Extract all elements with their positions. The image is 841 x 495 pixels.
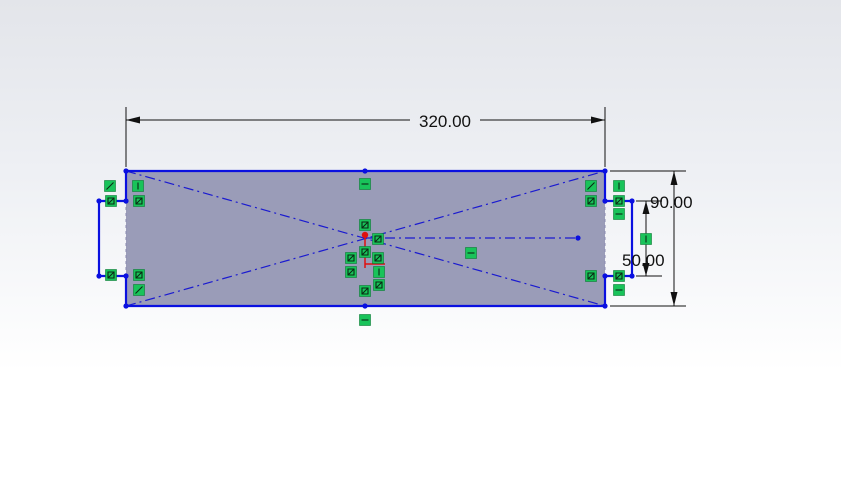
sketch-points[interactable] bbox=[96, 168, 635, 309]
horizontal-relation-icon[interactable] bbox=[613, 284, 625, 296]
relation-badges[interactable] bbox=[104, 178, 652, 326]
vertical-relation-icon[interactable] bbox=[613, 180, 625, 192]
coincident-relation-icon[interactable] bbox=[105, 195, 117, 207]
coincident-relation-icon[interactable] bbox=[585, 270, 597, 282]
coincident-relation-icon[interactable] bbox=[133, 269, 145, 281]
coincident-relation-icon[interactable] bbox=[345, 266, 357, 278]
parallel-relation-icon[interactable] bbox=[585, 180, 597, 192]
dimension-overall-length[interactable]: 320.00 bbox=[125, 107, 606, 167]
horizontal-relation-icon[interactable] bbox=[359, 314, 371, 326]
dimension-value-50[interactable]: 50.00 bbox=[622, 251, 665, 270]
horizontal-relation-icon[interactable] bbox=[613, 208, 625, 220]
horizontal-relation-icon[interactable] bbox=[465, 247, 477, 259]
dimension-value-320[interactable]: 320.00 bbox=[419, 112, 471, 131]
coincident-relation-icon[interactable] bbox=[345, 252, 357, 264]
coincident-relation-icon[interactable] bbox=[373, 279, 385, 291]
coincident-relation-icon[interactable] bbox=[105, 269, 117, 281]
coincident-relation-icon[interactable] bbox=[613, 195, 625, 207]
coincident-relation-icon[interactable] bbox=[359, 246, 371, 258]
coincident-relation-icon[interactable] bbox=[372, 252, 384, 264]
coincident-relation-icon[interactable] bbox=[372, 233, 384, 245]
coincident-relation-icon[interactable] bbox=[359, 219, 371, 231]
vertical-relation-icon[interactable] bbox=[640, 233, 652, 245]
dimension-value-90[interactable]: 90.00 bbox=[650, 193, 693, 212]
coincident-relation-icon[interactable] bbox=[613, 270, 625, 282]
coincident-relation-icon[interactable] bbox=[585, 195, 597, 207]
parallel-relation-icon[interactable] bbox=[133, 284, 145, 296]
horizontal-relation-icon[interactable] bbox=[359, 178, 371, 190]
vertical-relation-icon[interactable] bbox=[373, 266, 385, 278]
coincident-relation-icon[interactable] bbox=[359, 285, 371, 297]
dimension-overall-height[interactable]: 90.00 bbox=[610, 170, 693, 307]
vertical-relation-icon[interactable] bbox=[132, 180, 144, 192]
coincident-relation-icon[interactable] bbox=[133, 195, 145, 207]
parallel-relation-icon[interactable] bbox=[104, 180, 116, 192]
origin-icon bbox=[361, 231, 385, 268]
